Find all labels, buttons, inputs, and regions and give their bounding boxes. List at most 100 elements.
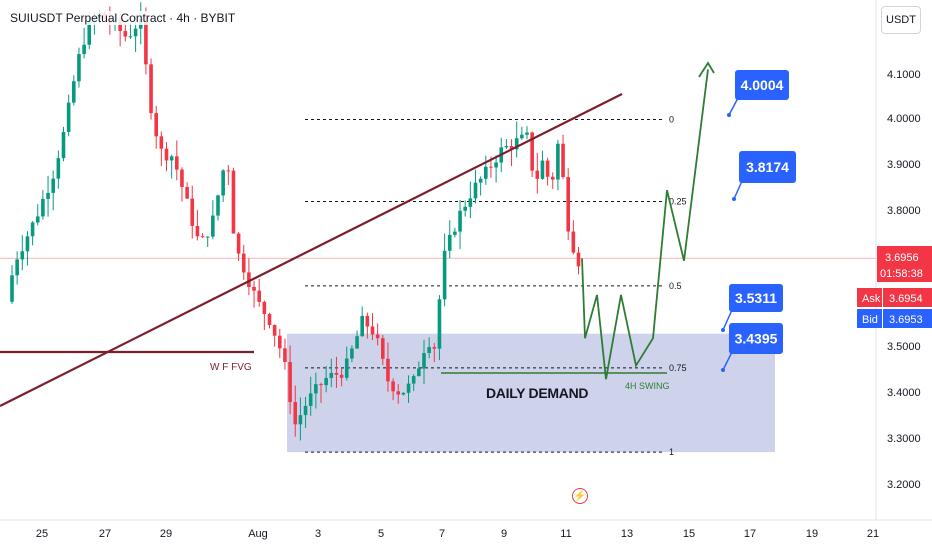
candle-body — [576, 252, 581, 267]
fib-level-label: 0 — [669, 115, 674, 125]
target-dot — [721, 328, 725, 332]
candle-body — [525, 132, 529, 135]
x-tick-label: 15 — [683, 528, 695, 540]
candle-body — [272, 324, 277, 336]
candle-body — [169, 156, 174, 161]
candle-body — [427, 347, 431, 354]
candle-body — [72, 81, 76, 103]
candle-body — [391, 381, 395, 392]
candle-body — [41, 198, 45, 217]
ask-price-box — [883, 288, 932, 307]
candle-body — [308, 393, 313, 406]
candle-body — [77, 54, 81, 82]
x-tick-label: 27 — [99, 528, 111, 540]
candle-body — [437, 299, 442, 349]
candle-body — [118, 19, 122, 31]
bid-label: Bid — [862, 314, 878, 326]
fib-level-label: 0.25 — [669, 197, 687, 207]
demand-zone — [287, 333, 775, 453]
candle-body — [339, 374, 344, 378]
candle-body — [30, 222, 35, 237]
candle-body — [15, 259, 19, 276]
target-callout — [739, 151, 796, 183]
daily-demand-label: DAILY DEMAND — [486, 385, 588, 401]
target-dot — [727, 113, 731, 117]
x-tick-label: 29 — [160, 528, 172, 540]
fib-level-label: 0.75 — [669, 363, 687, 373]
candle-body — [216, 195, 220, 216]
x-tick-label: Aug — [248, 528, 268, 540]
projection-path — [581, 69, 709, 380]
candle-body — [447, 234, 452, 251]
candle-body — [514, 138, 519, 150]
candle-body — [344, 358, 349, 378]
target-price-label: 3.5311 — [735, 290, 777, 306]
y-tick-label: 3.3000 — [887, 433, 921, 445]
y-tick-label: 4.1000 — [887, 69, 921, 81]
candle-body — [561, 143, 565, 178]
candle-body — [550, 176, 555, 180]
candle-body — [329, 372, 334, 378]
target-pointer — [722, 351, 733, 371]
candle-body — [401, 392, 406, 395]
candle-body — [200, 236, 205, 238]
candle-body — [463, 206, 467, 211]
projection-arrowhead — [698, 61, 715, 78]
swing-label: 4H SWING — [625, 381, 670, 391]
candle-body — [566, 177, 570, 232]
candle-body — [51, 178, 55, 193]
candle-body — [221, 170, 225, 196]
candle-body — [35, 216, 40, 223]
bid-price: 3.6953 — [889, 314, 923, 326]
candle-body — [180, 169, 184, 188]
target-callout — [735, 70, 789, 100]
candle-body — [504, 146, 509, 148]
target-pointer — [733, 180, 743, 200]
candle-body — [293, 402, 298, 425]
target-price-label: 3.4395 — [735, 331, 778, 347]
last-price-text: 3.6956 — [885, 252, 919, 264]
chart-title: SUIUSDT Perpetual Contract · 4h · BYBIT — [8, 11, 238, 25]
candle-body — [195, 225, 200, 237]
candle-body — [25, 236, 30, 252]
candle-body — [241, 253, 246, 273]
y-tick-label: 3.2000 — [887, 479, 921, 491]
target-dot — [721, 368, 725, 372]
candle-body — [381, 338, 385, 359]
lightning-icon[interactable]: ⚡ — [572, 488, 588, 504]
x-tick-label: 19 — [806, 528, 818, 540]
target-price-label: 4.0004 — [741, 77, 784, 93]
candle-body — [422, 353, 426, 369]
candle-body — [133, 28, 138, 37]
candle-body — [226, 170, 231, 172]
candle-body — [489, 166, 493, 168]
candle-body — [386, 358, 390, 382]
candle-body — [185, 187, 189, 199]
candle-body — [319, 384, 323, 386]
target-callout — [729, 284, 783, 312]
currency-button[interactable]: USDT — [881, 6, 921, 34]
candle-body — [530, 132, 534, 171]
candle-body — [396, 391, 401, 395]
x-tick-label: 11 — [560, 528, 571, 540]
candle-body — [144, 19, 148, 65]
candle-body — [535, 170, 540, 179]
candle-body — [257, 290, 261, 302]
candle-body — [556, 143, 560, 180]
candle-body — [247, 272, 251, 287]
candle-body — [66, 102, 71, 133]
fib-level-label: 1 — [669, 447, 674, 457]
candle-body — [571, 231, 576, 253]
target-dot — [732, 197, 736, 201]
candle-body — [288, 361, 292, 403]
candle-body — [278, 335, 282, 349]
bid-label-box — [857, 309, 882, 328]
candle-body — [458, 210, 462, 232]
x-tick-label: 17 — [744, 528, 756, 540]
candle-body — [520, 134, 524, 139]
candle-body — [494, 162, 498, 168]
countdown-text: 01:58:38 — [880, 268, 923, 280]
candle-body — [56, 158, 61, 179]
